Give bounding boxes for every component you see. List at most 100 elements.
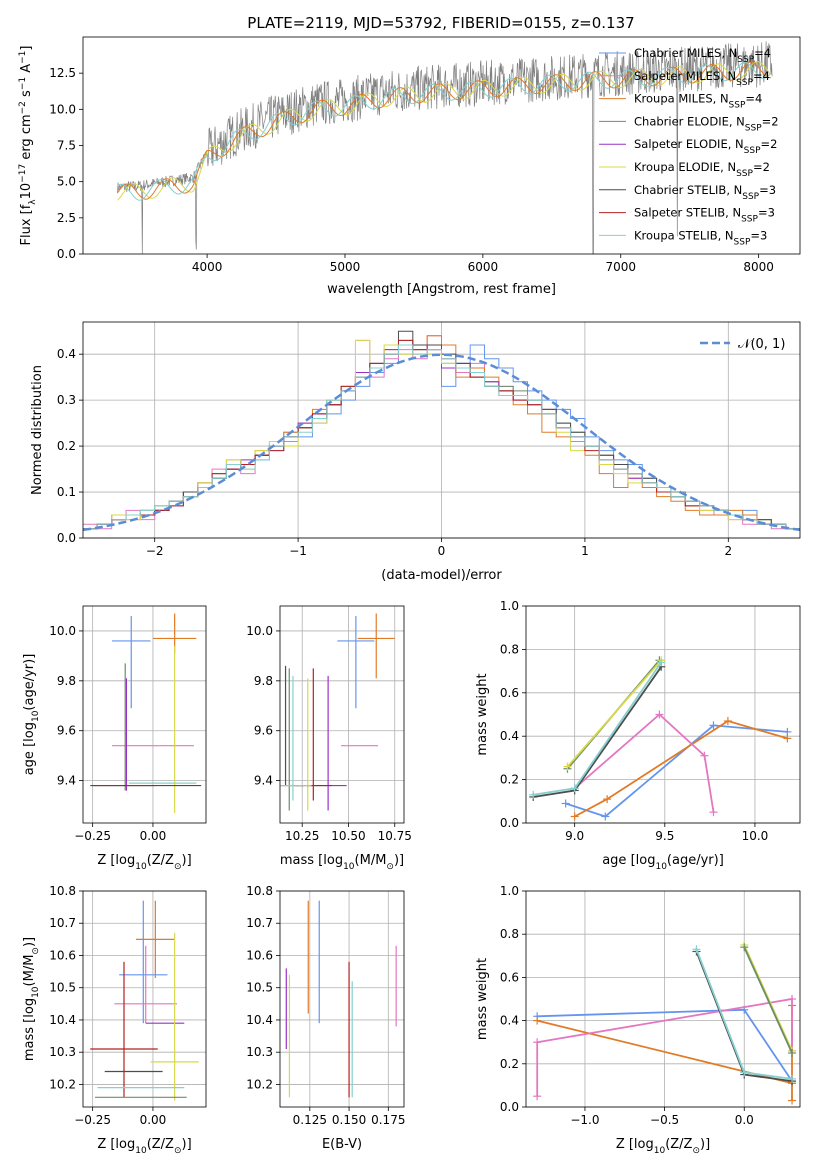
y-tick-label: 0.8 xyxy=(500,927,519,941)
axes-frame xyxy=(279,890,405,1108)
y-tick-label: 9.4 xyxy=(57,774,76,788)
label-part: mass [log xyxy=(22,998,37,1061)
x-tick-label: 0.125 xyxy=(293,1113,327,1127)
label-part: =3 xyxy=(758,206,775,220)
axes-frame xyxy=(82,36,801,255)
x-axis-label: Z [log10(Z/Z⊙)] xyxy=(97,853,191,872)
legend-entry: 𝒩(0, 1) xyxy=(738,337,785,352)
y-tick-label: 10.7 xyxy=(246,916,273,930)
weight-series-line xyxy=(566,659,662,768)
legend-entry: Salpeter ELODIE, NSSP=2 xyxy=(634,137,777,156)
label-part: s xyxy=(19,90,34,101)
mass-vs-age-panel: 10.25 10.50 10.75 9.4 9.6 9.8 10.0 mass [log10(… xyxy=(246,605,412,872)
label-part: 10 xyxy=(343,862,355,872)
y-tick-label: 9.8 xyxy=(254,674,273,688)
x-tick-label: 6000 xyxy=(468,260,499,274)
label-part: Chabrier ELODIE, N xyxy=(634,114,745,128)
label-part: erg cm xyxy=(19,114,34,163)
label-part: (Z/Z xyxy=(665,1137,692,1152)
y-tick-label: 10.8 xyxy=(246,884,273,898)
weight-series-line xyxy=(536,997,793,1097)
x-tick-label: −1 xyxy=(289,544,307,558)
label-part: Salpeter ELODIE, N xyxy=(634,137,744,151)
x-axis-label: mass [log10(M/M⊙)] xyxy=(280,853,404,872)
y-axis-label: mass [log10(M/M⊙)] xyxy=(22,937,41,1061)
y-tick-label: 10.7 xyxy=(49,916,76,930)
label-part: (age/yr)] xyxy=(667,853,724,868)
x-tick-label: 9.0 xyxy=(565,829,584,843)
label-part: ⊙ xyxy=(692,1146,700,1156)
label-part: =3 xyxy=(759,183,776,197)
label-part: ⊙ xyxy=(174,862,182,872)
z-vs-weight-panel: −1.0 −0.5 0.0 0.0 0.2 0.4 0.6 0.8 1.0 Z [log10(Z/… xyxy=(475,884,801,1156)
label-part: ⊙ xyxy=(31,947,41,955)
x-tick-label: 10.25 xyxy=(285,829,319,843)
y-tick-label: 0.0 xyxy=(57,247,76,261)
age-vs-weight-panel: 9.0 9.5 10.0 0.0 0.2 0.4 0.6 0.8 1.0 age [log10(a… xyxy=(475,599,801,872)
label-part: =3 xyxy=(750,228,767,242)
weight-series-line xyxy=(574,720,788,818)
label-part: age [log xyxy=(602,853,655,868)
y-axis-label: Flux [fλ10−17 erg cm−2 s−1 A−1] xyxy=(18,46,38,246)
ebv-vs-mass-panel: 0.125 0.150 0.175 10.2 10.3 10.4 10.5 10.6 10.7 1… xyxy=(246,884,405,1152)
axes-frame xyxy=(82,890,207,1108)
z-vs-age-panel: −0.25 0.009.49.69.810.0Z [log10(Z/Z⊙)]age… xyxy=(22,605,207,872)
y-tick-label: 10.4 xyxy=(246,1013,273,1027)
z-vs-mass-panel: −0.25 0.00 10.2 10.3 10.4 10.5 10.6 10.7 10.8 Z [… xyxy=(22,884,207,1156)
y-tick-label: 1.0 xyxy=(500,599,519,613)
y-axis-label: age [log10(age/yr)] xyxy=(22,654,41,776)
legend-entry: Salpeter STELIB, NSSP=3 xyxy=(634,206,775,225)
x-axis-label: (data-model)/error xyxy=(381,568,502,583)
x-tick-label: 0.175 xyxy=(371,1113,405,1127)
label-part: Salpeter STELIB, N xyxy=(634,206,741,220)
label-part: Chabrier MILES, N xyxy=(634,46,737,60)
axes-frame xyxy=(525,890,801,1108)
y-tick-label: 10.5 xyxy=(246,981,273,995)
label-part: SSP xyxy=(737,55,754,65)
label-part: Z [log xyxy=(97,853,135,868)
label-part: 10 xyxy=(135,862,147,872)
label-part: Kroupa MILES, N xyxy=(634,92,729,106)
y-tick-label: 9.4 xyxy=(254,774,273,788)
label-part: −2 xyxy=(18,101,28,114)
label-part: =2 xyxy=(753,160,770,174)
y-tick-label: 5.0 xyxy=(57,175,76,189)
y-tick-label: 0.3 xyxy=(57,393,76,407)
label-part: A xyxy=(19,64,34,77)
normal-curve xyxy=(82,353,801,532)
axes-frame xyxy=(525,605,801,824)
label-part: SSP xyxy=(741,215,758,225)
y-axis-label: mass weight xyxy=(475,958,490,1040)
label-part: 10 xyxy=(135,1146,147,1156)
label-part: Kroupa STELIB, N xyxy=(634,228,734,242)
y-tick-label: 0.4 xyxy=(500,1014,519,1028)
panels: 4000 5000 6000 7000 80000.02.55.07.510.012.5… xyxy=(18,36,801,1156)
y-tick-label: 10.0 xyxy=(246,624,273,638)
y-tick-label: 9.6 xyxy=(57,724,76,738)
spectrum-model-line xyxy=(117,61,772,201)
x-axis-label: Z [log10(Z/Z⊙)] xyxy=(97,1137,191,1156)
label-part: −1 xyxy=(18,51,28,64)
label-part: SSP xyxy=(736,78,753,88)
y-tick-label: 10.6 xyxy=(246,948,273,962)
x-tick-label: −0.5 xyxy=(650,1113,679,1127)
x-tick-label: 0.00 xyxy=(140,1113,167,1127)
legend-entry: Kroupa ELODIE, NSSP=2 xyxy=(634,160,770,179)
label-part: )] xyxy=(394,853,404,868)
x-tick-label: 9.5 xyxy=(655,829,674,843)
label-part: ⊙ xyxy=(386,862,394,872)
label-part: )] xyxy=(700,1137,710,1152)
y-axis-label: mass weight xyxy=(475,673,490,755)
x-tick-label: 0 xyxy=(438,544,446,558)
label-part: 10 xyxy=(654,1146,666,1156)
weight-series-line xyxy=(574,713,715,813)
y-tick-label: 10.6 xyxy=(49,948,76,962)
label-part: f xyxy=(19,204,34,209)
legend-entry: Chabrier ELODIE, NSSP=2 xyxy=(634,114,779,133)
y-tick-label: 0.6 xyxy=(500,970,519,984)
y-tick-label: 0.2 xyxy=(500,1057,519,1071)
y-tick-label: 0.8 xyxy=(500,642,519,656)
weight-series-line xyxy=(743,946,793,1054)
spectrum-panel: 4000 5000 6000 7000 8000 0.0 2.5 5.0 7.5 10.0 12.5… xyxy=(18,36,801,297)
